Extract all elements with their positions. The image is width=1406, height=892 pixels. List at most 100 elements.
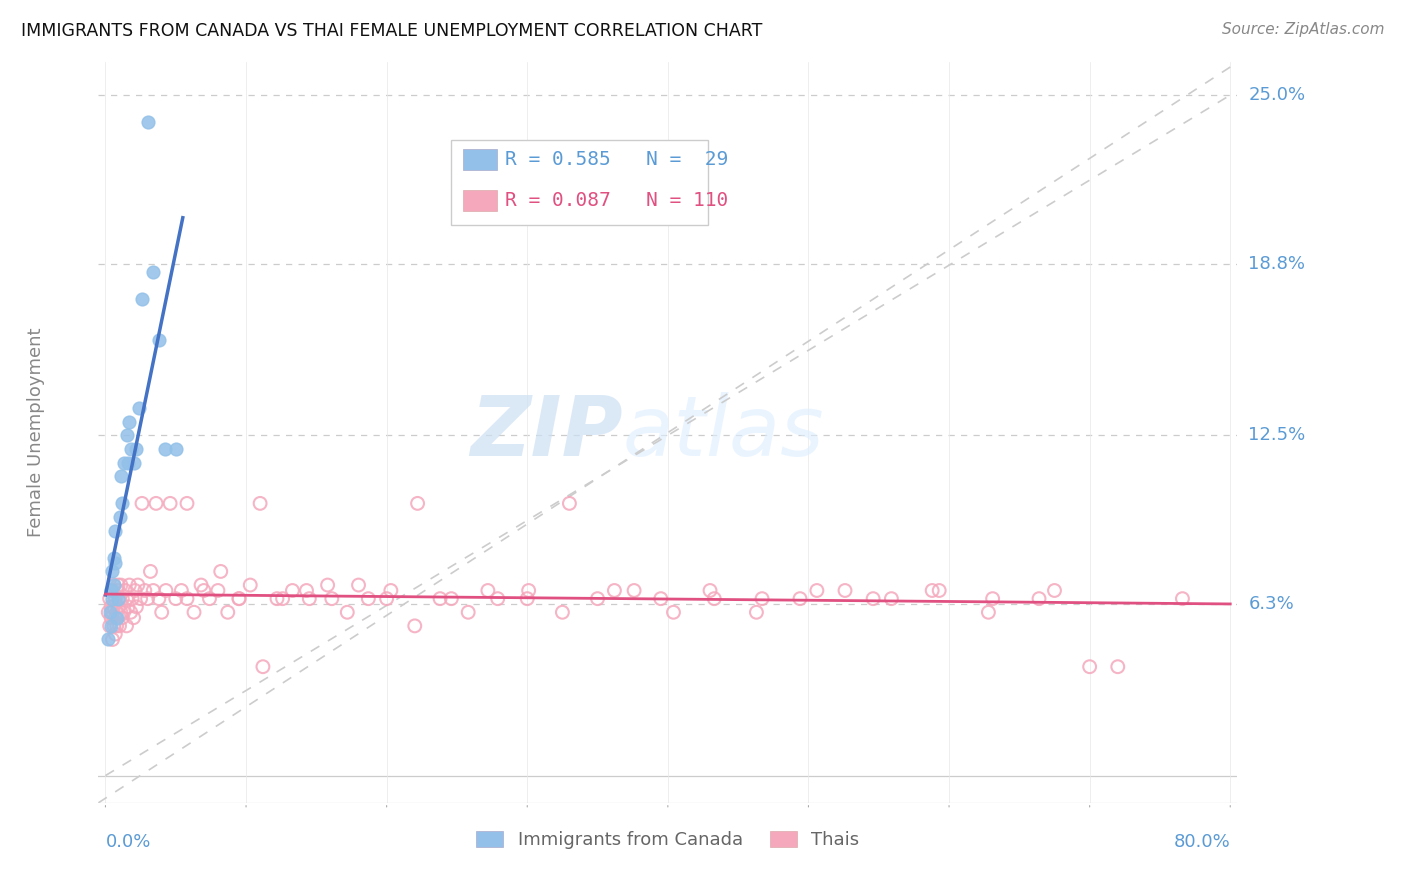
Text: Female Unemployment: Female Unemployment: [27, 328, 45, 537]
Point: [190, 578, 212, 592]
Point: [457, 605, 479, 619]
Point: [198, 591, 221, 606]
Point: [1043, 583, 1066, 598]
Point: [347, 578, 370, 592]
Point: [148, 591, 170, 606]
Point: [806, 583, 828, 598]
Text: 80.0%: 80.0%: [1174, 833, 1230, 851]
Point: [104, 627, 127, 641]
Legend: Immigrants from Canada, Thais: Immigrants from Canada, Thais: [470, 824, 866, 856]
Point: [477, 583, 499, 598]
Point: [104, 591, 127, 606]
Point: [111, 610, 134, 624]
Point: [440, 591, 463, 606]
Point: [108, 591, 131, 606]
Point: [380, 583, 402, 598]
Point: [112, 605, 135, 619]
Point: [170, 583, 193, 598]
Point: [110, 578, 132, 592]
Point: [134, 583, 156, 598]
Point: [136, 115, 159, 129]
Point: [115, 428, 138, 442]
Point: [115, 591, 138, 606]
Point: [623, 583, 645, 598]
Point: [104, 524, 127, 538]
Point: [98, 605, 121, 619]
Point: [111, 496, 134, 510]
Point: [1028, 591, 1050, 606]
Point: [228, 591, 250, 606]
Point: [271, 591, 294, 606]
Point: [977, 605, 1000, 619]
Point: [98, 591, 121, 606]
Point: [125, 442, 148, 456]
Point: [981, 591, 1004, 606]
Point: [281, 583, 304, 598]
FancyBboxPatch shape: [463, 149, 498, 169]
Point: [105, 610, 128, 624]
Point: [103, 619, 125, 633]
Point: [108, 619, 131, 633]
Point: [121, 591, 143, 606]
Point: [103, 578, 125, 592]
Point: [603, 583, 626, 598]
Point: [108, 510, 131, 524]
Point: [105, 583, 128, 598]
Point: [100, 599, 122, 614]
Point: [148, 333, 170, 347]
Point: [298, 591, 321, 606]
Point: [104, 610, 127, 624]
Text: 18.8%: 18.8%: [1249, 255, 1305, 273]
Point: [207, 583, 229, 598]
Point: [834, 583, 856, 598]
Point: [104, 556, 127, 570]
Point: [650, 591, 672, 606]
Point: [1078, 659, 1101, 673]
Point: [516, 591, 538, 606]
Point: [249, 496, 271, 510]
Point: [295, 583, 318, 598]
Point: [122, 610, 145, 624]
Point: [120, 605, 142, 619]
Text: R = 0.087   N = 110: R = 0.087 N = 110: [505, 192, 728, 211]
Point: [103, 578, 125, 592]
Point: [921, 583, 943, 598]
Point: [699, 583, 721, 598]
Text: ZIP: ZIP: [470, 392, 623, 473]
Text: 6.3%: 6.3%: [1249, 595, 1294, 613]
Point: [142, 265, 165, 279]
Point: [209, 565, 232, 579]
Point: [228, 591, 250, 606]
Point: [193, 583, 215, 598]
Point: [97, 605, 120, 619]
Point: [751, 591, 773, 606]
Point: [159, 496, 181, 510]
Text: IMMIGRANTS FROM CANADA VS THAI FEMALE UNEMPLOYMENT CORRELATION CHART: IMMIGRANTS FROM CANADA VS THAI FEMALE UN…: [21, 22, 762, 40]
Point: [105, 619, 128, 633]
Point: [217, 605, 239, 619]
Point: [103, 599, 125, 614]
Point: [558, 496, 581, 510]
Point: [110, 469, 132, 483]
Point: [862, 591, 884, 606]
Point: [429, 591, 451, 606]
Point: [165, 442, 187, 456]
Point: [880, 591, 903, 606]
Point: [150, 605, 173, 619]
Point: [551, 605, 574, 619]
Point: [101, 591, 124, 606]
Point: [115, 619, 138, 633]
Point: [103, 550, 125, 565]
Point: [789, 591, 811, 606]
Point: [316, 578, 339, 592]
Point: [176, 591, 198, 606]
Point: [125, 599, 148, 614]
Point: [101, 632, 124, 647]
Point: [131, 496, 153, 510]
Point: [107, 578, 129, 592]
Point: [110, 605, 132, 619]
Point: [97, 632, 120, 647]
Point: [745, 605, 768, 619]
Point: [117, 599, 139, 614]
Text: 25.0%: 25.0%: [1249, 87, 1306, 104]
